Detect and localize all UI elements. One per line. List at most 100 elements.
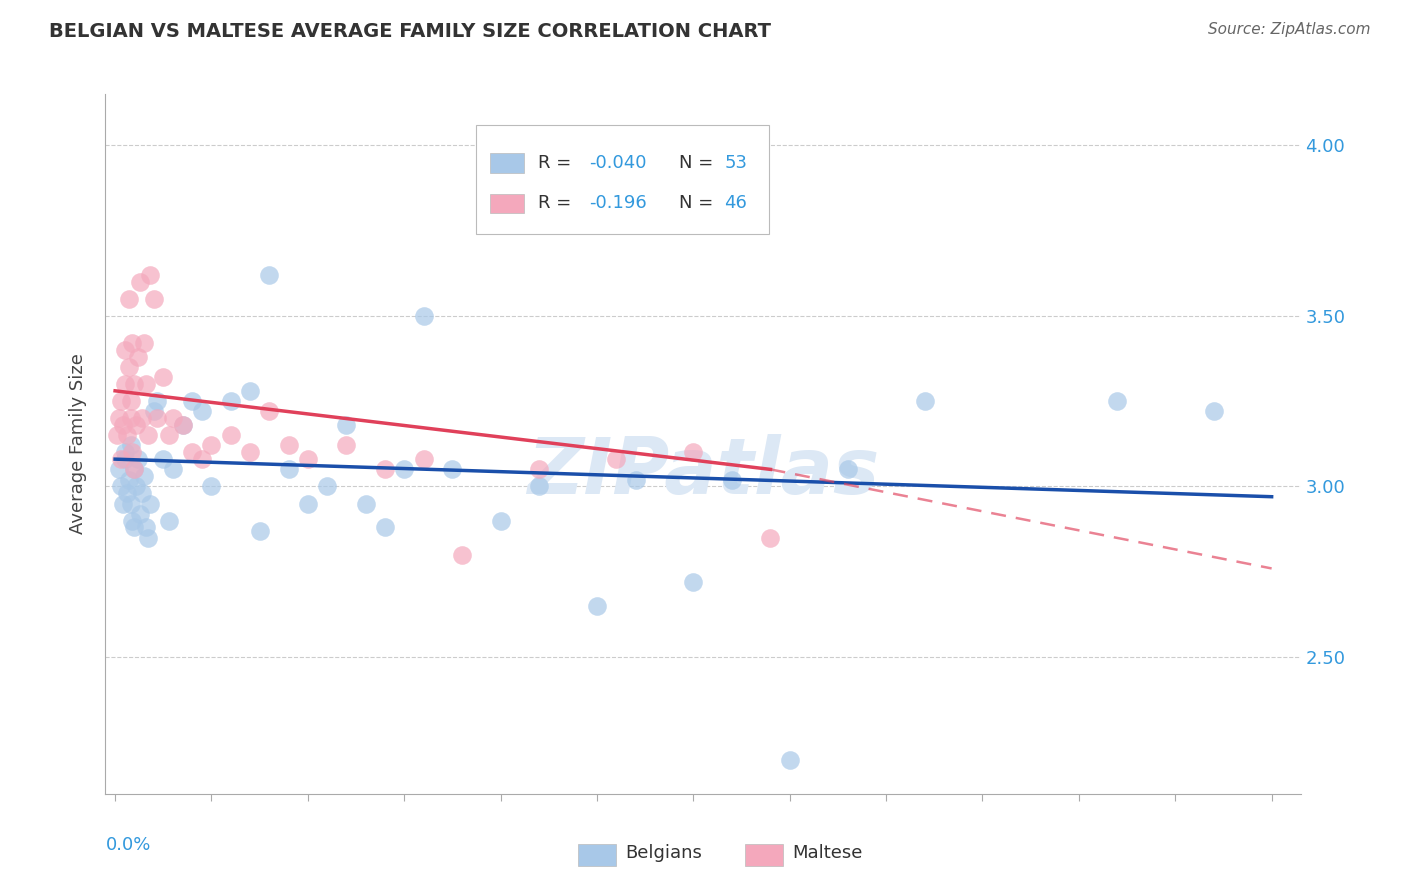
Point (127, 452, 149, 467)
Point (277, 462, 299, 476)
Point (120, 411, 142, 425)
Text: N =: N = (679, 194, 718, 212)
FancyBboxPatch shape (491, 153, 524, 173)
Text: 53: 53 (724, 154, 748, 172)
Point (527, 479, 550, 493)
Point (105, 428, 128, 442)
Point (779, 753, 801, 767)
Point (117, 292, 139, 306)
Point (259, 268, 281, 282)
Point (181, 394, 204, 409)
Point (117, 359, 139, 374)
Point (191, 452, 214, 467)
Point (249, 524, 271, 538)
Text: R =: R = (538, 194, 576, 212)
Text: 46: 46 (724, 194, 748, 212)
Point (200, 479, 222, 493)
Text: -0.040: -0.040 (589, 154, 647, 172)
Point (120, 394, 142, 409)
Point (219, 428, 242, 442)
Point (115, 486, 138, 500)
Point (114, 445, 136, 459)
Point (125, 479, 148, 493)
Point (142, 292, 165, 306)
Point (837, 462, 859, 476)
Point (1107, 394, 1129, 409)
Point (114, 343, 136, 357)
Point (125, 417, 148, 432)
Text: Belgians: Belgians (626, 845, 702, 863)
Point (124, 462, 146, 476)
Point (110, 394, 132, 409)
Y-axis label: Average Family Size: Average Family Size (69, 353, 87, 534)
Point (239, 384, 262, 398)
Point (451, 548, 474, 562)
Point (162, 462, 184, 476)
Point (297, 452, 319, 467)
Point (135, 520, 157, 534)
Point (157, 428, 180, 442)
Point (181, 445, 204, 459)
Point (157, 514, 180, 528)
Point (129, 275, 152, 289)
Point (1202, 404, 1225, 418)
FancyBboxPatch shape (578, 844, 616, 866)
Point (759, 531, 782, 545)
Point (374, 462, 396, 476)
Point (191, 404, 214, 418)
Point (146, 411, 169, 425)
Point (489, 514, 512, 528)
Point (111, 497, 134, 511)
Point (114, 452, 136, 467)
Text: ZIPatlas: ZIPatlas (527, 434, 879, 510)
Point (124, 520, 146, 534)
Point (132, 336, 155, 351)
Point (624, 473, 647, 487)
Point (527, 462, 550, 476)
Point (120, 438, 142, 452)
Point (120, 497, 142, 511)
Point (124, 462, 146, 476)
Point (412, 309, 434, 323)
Point (121, 336, 143, 351)
Point (200, 438, 222, 452)
Point (219, 394, 242, 409)
Point (124, 376, 146, 391)
Text: Source: ZipAtlas.com: Source: ZipAtlas.com (1208, 22, 1371, 37)
Point (354, 497, 377, 511)
Point (132, 469, 155, 483)
FancyBboxPatch shape (475, 125, 769, 234)
Text: 0.0%: 0.0% (105, 836, 150, 854)
Point (374, 520, 396, 534)
Point (394, 462, 416, 476)
Text: R =: R = (538, 154, 576, 172)
FancyBboxPatch shape (745, 844, 783, 866)
Point (131, 486, 153, 500)
Point (277, 438, 299, 452)
Point (441, 462, 464, 476)
Text: Maltese: Maltese (793, 845, 863, 863)
Point (136, 531, 159, 545)
Point (121, 514, 143, 528)
Point (146, 394, 169, 409)
Point (111, 417, 134, 432)
Point (110, 479, 132, 493)
Point (114, 376, 136, 391)
Point (136, 428, 159, 442)
Point (127, 350, 149, 364)
Point (110, 452, 132, 467)
Point (129, 507, 152, 521)
FancyBboxPatch shape (491, 194, 524, 213)
Point (131, 411, 153, 425)
Point (682, 575, 704, 590)
Point (162, 411, 184, 425)
Point (682, 445, 704, 459)
Point (297, 497, 319, 511)
Point (239, 445, 262, 459)
Point (259, 404, 281, 418)
Text: N =: N = (679, 154, 718, 172)
Point (152, 370, 174, 384)
Point (108, 462, 131, 476)
Point (316, 479, 339, 493)
Point (586, 599, 609, 613)
